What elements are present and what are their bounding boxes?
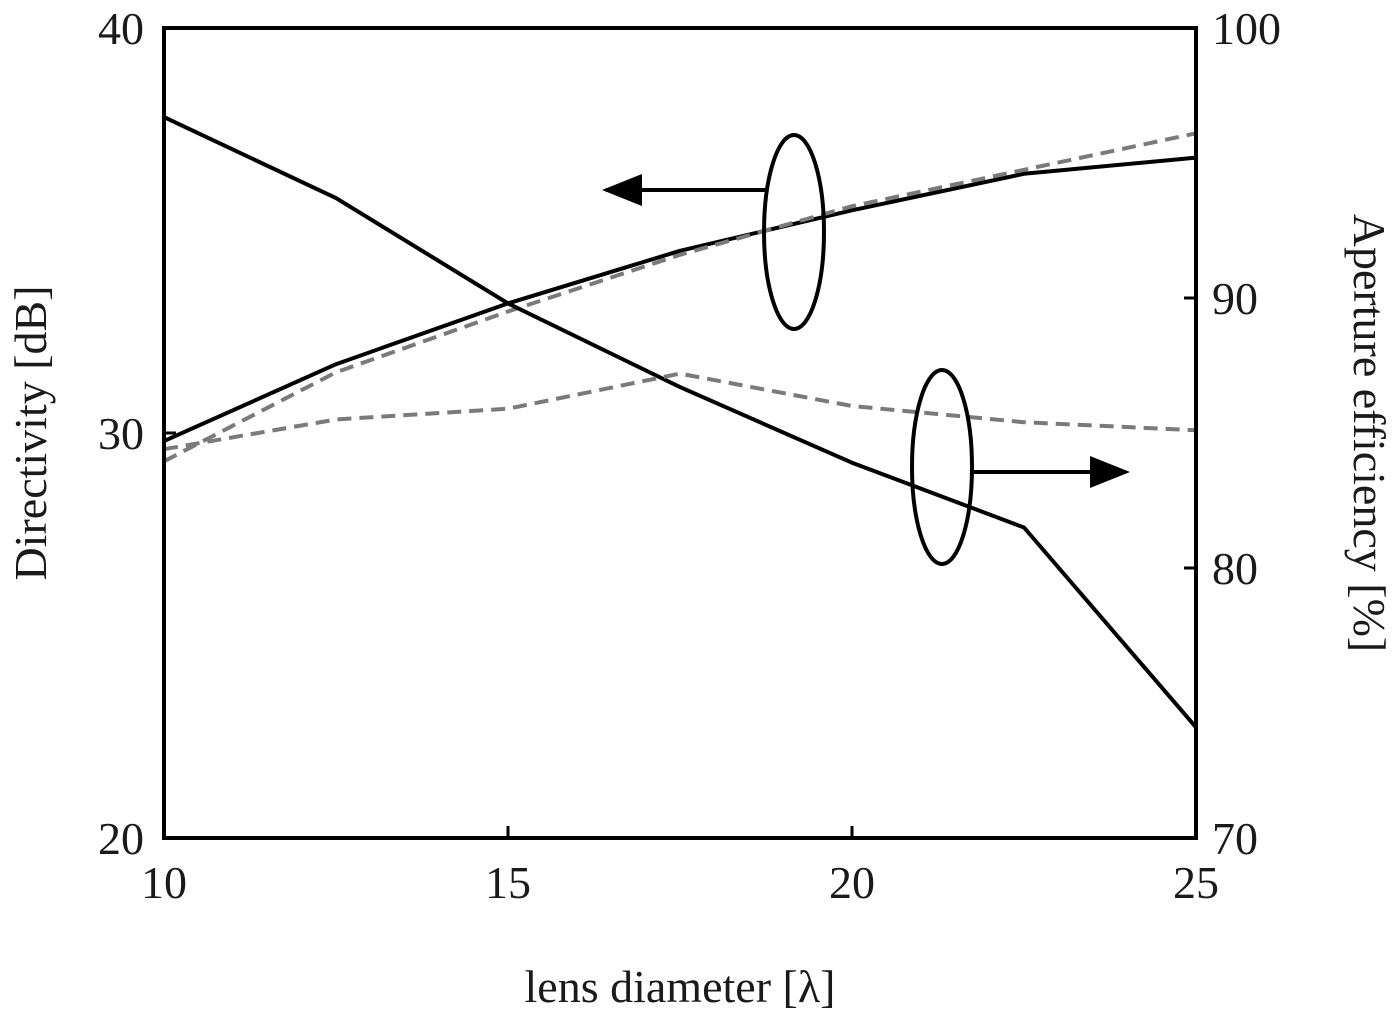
series-layer: [163, 115, 1198, 729]
y-right-tick-label: 80: [1212, 543, 1258, 594]
y-right-tick-label: 70: [1212, 813, 1258, 864]
plot-frame: [162, 26, 1198, 840]
x-tick-label: 15: [485, 857, 531, 908]
y-axis-left-label: Directivity [dB]: [5, 285, 56, 580]
y-right-tick-label: 90: [1212, 273, 1258, 324]
left-series-ellipse: [762, 133, 826, 331]
x-tick-label: 25: [1173, 857, 1219, 908]
y-axis-right-label: Aperture efficiency [%]: [1344, 214, 1395, 652]
tick-layer: 10 15 20 25 20 30 40 70 80 90 100: [98, 3, 1281, 908]
x-tick-label: 10: [141, 857, 187, 908]
x-tick-label: 20: [829, 857, 875, 908]
left-axis-indicator: [602, 133, 826, 331]
right-axis-indicator: [910, 368, 1130, 566]
y-right-tick-label: 100: [1212, 3, 1281, 54]
series-line-right-solid: [163, 115, 1198, 729]
series-line-left-solid: [163, 155, 1197, 443]
x-axis-label: lens diameter [λ]: [525, 961, 836, 1012]
series-line-right-dashed: [163, 371, 1197, 452]
right-series-ellipse: [910, 368, 974, 566]
y-left-tick-label: 20: [98, 813, 144, 864]
y-left-tick-label: 30: [98, 408, 144, 459]
series-line-left-dashed: [163, 131, 1197, 464]
y-left-tick-label: 40: [98, 3, 144, 54]
